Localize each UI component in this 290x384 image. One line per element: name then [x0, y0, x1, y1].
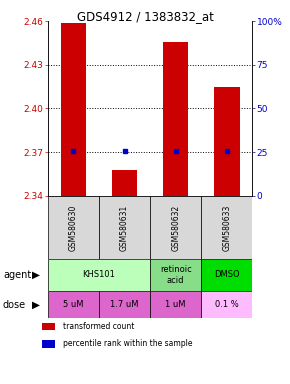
Text: GSM580630: GSM580630: [69, 204, 78, 251]
Text: GDS4912 / 1383832_at: GDS4912 / 1383832_at: [77, 10, 213, 23]
Text: KHS101: KHS101: [83, 270, 115, 280]
Bar: [201, 259, 252, 291]
Bar: [201, 196, 252, 259]
Bar: [48, 259, 150, 291]
Text: retinoic
acid: retinoic acid: [160, 265, 191, 285]
Text: DMSO: DMSO: [214, 270, 240, 280]
Bar: [61, 23, 86, 196]
Text: 1.7 uM: 1.7 uM: [110, 300, 139, 309]
Text: 5 uM: 5 uM: [63, 300, 84, 309]
Bar: [112, 170, 137, 196]
Text: GSM580633: GSM580633: [222, 204, 231, 251]
Text: ▶: ▶: [32, 300, 40, 310]
Text: 1 uM: 1 uM: [165, 300, 186, 309]
Bar: [48, 291, 99, 318]
Bar: [150, 196, 201, 259]
Text: transformed count: transformed count: [63, 322, 135, 331]
Bar: [214, 87, 240, 196]
Text: ▶: ▶: [32, 270, 40, 280]
Bar: [48, 196, 99, 259]
Text: 0.1 %: 0.1 %: [215, 300, 239, 309]
Bar: [201, 291, 252, 318]
Text: GSM580632: GSM580632: [171, 204, 180, 251]
Bar: [99, 291, 150, 318]
Bar: [150, 259, 201, 291]
Text: GSM580631: GSM580631: [120, 204, 129, 251]
Text: percentile rank within the sample: percentile rank within the sample: [63, 339, 193, 348]
Bar: [42, 323, 55, 330]
Bar: [42, 340, 55, 348]
Bar: [163, 41, 188, 196]
Text: dose: dose: [3, 300, 26, 310]
Bar: [150, 291, 201, 318]
Text: agent: agent: [3, 270, 31, 280]
Bar: [99, 196, 150, 259]
